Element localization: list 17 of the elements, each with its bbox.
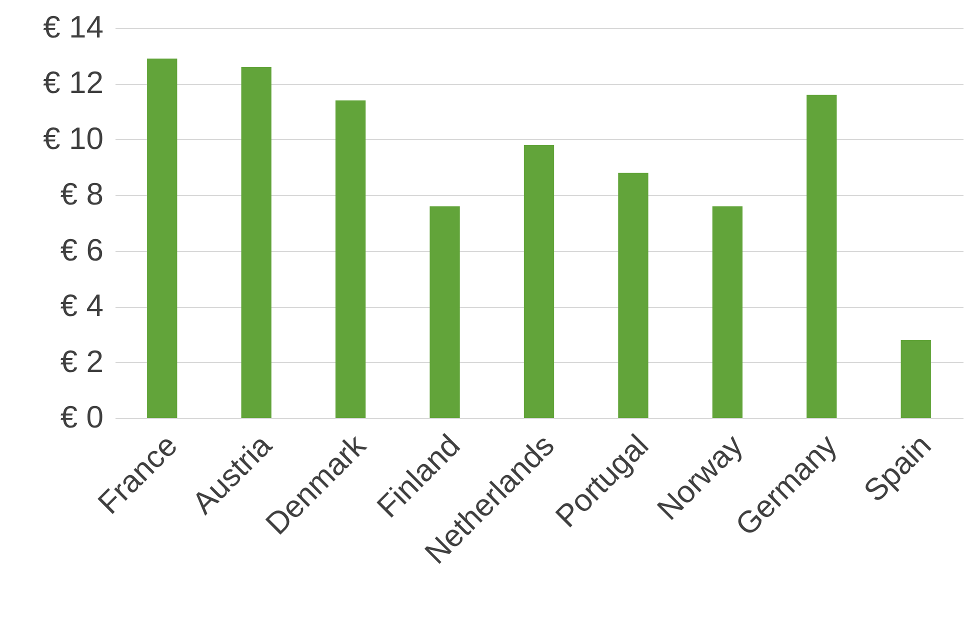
y-tick-label: € 8 bbox=[60, 176, 104, 212]
bar bbox=[241, 67, 272, 418]
bar bbox=[147, 58, 178, 418]
bar bbox=[430, 206, 460, 418]
bar bbox=[524, 145, 554, 418]
y-tick-label: € 0 bbox=[60, 400, 104, 434]
y-tick-label: € 12 bbox=[43, 65, 104, 100]
bar bbox=[806, 94, 837, 418]
y-tick-label: € 6 bbox=[60, 232, 104, 268]
y-tick-label: € 14 bbox=[43, 10, 104, 44]
y-tick-label: € 4 bbox=[60, 288, 104, 324]
bar bbox=[900, 340, 931, 418]
bar bbox=[335, 100, 366, 418]
y-tick-label: € 10 bbox=[43, 120, 104, 156]
y-tick-label: € 2 bbox=[60, 344, 104, 379]
bar bbox=[712, 206, 743, 418]
bar bbox=[618, 172, 648, 418]
